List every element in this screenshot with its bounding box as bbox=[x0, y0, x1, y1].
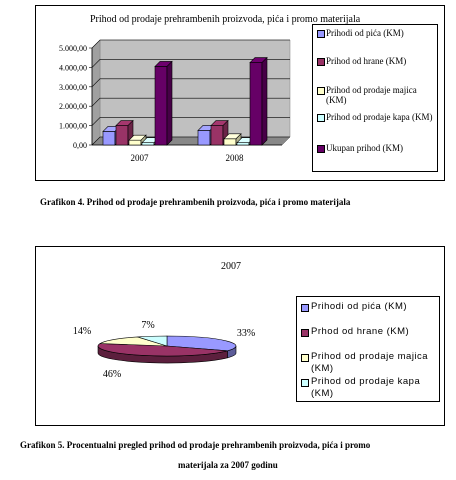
pie-slice bbox=[137, 335, 168, 347]
bar-chart-legend: Prihodi od pića (KM) Prihod od hrane (KM)… bbox=[312, 24, 438, 172]
bar-chart-title: Prihod od prodaje prehrambenih proizvoda… bbox=[90, 14, 361, 25]
legend-swatch bbox=[301, 354, 309, 362]
legend-entry: Prihod od hrane (KM) bbox=[326, 56, 407, 66]
pie-value-label: 7% bbox=[141, 320, 154, 331]
bar bbox=[128, 134, 147, 146]
legend-entry: Prihodi od pića (KM) bbox=[311, 301, 408, 312]
legend-swatch bbox=[317, 30, 325, 38]
legend-entry: Prihod od prodaje kapa (KM) bbox=[311, 376, 421, 399]
legend-swatch bbox=[317, 87, 325, 95]
legend-swatch bbox=[301, 329, 309, 337]
legend-entry: Prihod od prodaje kapa (KM) bbox=[326, 112, 433, 122]
pie-slice bbox=[99, 336, 168, 347]
pie-value-label: 46% bbox=[103, 369, 121, 380]
y-tick-label: 2.000,00 bbox=[59, 102, 87, 111]
pie-value-label: 14% bbox=[73, 326, 91, 337]
x-tick-label: 2008 bbox=[226, 153, 245, 163]
pie-chart-title: 2007 bbox=[221, 261, 241, 272]
legend-entry: Prihod od prodaje majica (KM) bbox=[326, 85, 417, 105]
pie-value-label: 33% bbox=[237, 328, 255, 339]
gridline bbox=[91, 39, 290, 49]
legend-swatch bbox=[317, 114, 325, 122]
legend-entry: Prhod od hrane (KM) bbox=[311, 326, 410, 337]
legend-swatch bbox=[317, 58, 325, 66]
legend-swatch bbox=[301, 379, 309, 387]
y-tick-label: 5.000,00 bbox=[59, 44, 87, 53]
y-tick-label: 3.000,00 bbox=[59, 83, 87, 92]
bar-chart: Prihod od prodaje prehrambenih proizvoda… bbox=[59, 14, 361, 163]
bar bbox=[154, 60, 173, 146]
y-tick-label: 1.000,00 bbox=[59, 122, 87, 131]
pie-slice bbox=[97, 343, 228, 357]
legend-swatch bbox=[317, 145, 325, 153]
y-tick-label: 0,00 bbox=[73, 141, 87, 150]
legend-entry: Prihod od prodaje majica (KM) bbox=[311, 351, 429, 374]
y-tick-label: 4.000,00 bbox=[59, 63, 87, 72]
bar bbox=[249, 56, 268, 146]
legend-entry: Ukupan prihod (KM) bbox=[326, 143, 403, 153]
pie-chart-caption-line2: materijala za 2007 godinu bbox=[178, 460, 278, 470]
legend-entry: Prihodi od pića (KM) bbox=[326, 28, 404, 38]
gridline bbox=[91, 117, 290, 126]
x-tick-label: 2007 bbox=[131, 153, 150, 163]
legend-swatch bbox=[301, 304, 309, 312]
pie-chart-caption-line1: Grafikon 5. Procentualni pregled prihod … bbox=[20, 440, 371, 450]
bar-chart-caption: Grafikon 4. Prihod od prodaje prehramben… bbox=[40, 197, 351, 207]
gridline bbox=[91, 78, 290, 88]
pie-chart-legend: Prihodi od pića (KM) Prhod od hrane (KM) P… bbox=[296, 296, 440, 402]
gridline bbox=[91, 59, 290, 68]
gridline bbox=[91, 97, 290, 107]
